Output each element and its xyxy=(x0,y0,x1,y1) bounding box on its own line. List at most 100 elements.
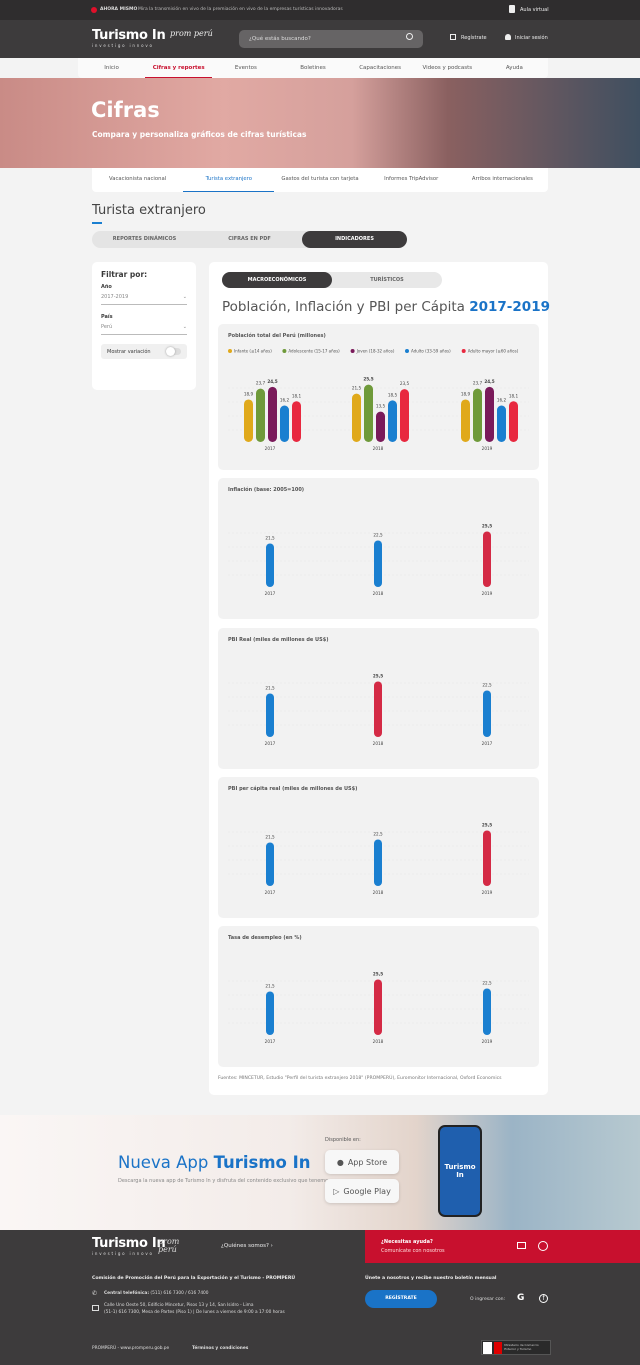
chart-title: PBI Real (miles de millones de US$) xyxy=(228,637,329,643)
chevron-down-icon: ⌄ xyxy=(182,294,187,300)
tab-arribos[interactable]: Arribos internacionales xyxy=(471,176,533,182)
bar xyxy=(483,988,491,1035)
legend-dot xyxy=(282,349,287,353)
register-link[interactable]: Regístrate xyxy=(461,35,487,41)
login-link[interactable]: Iniciar sesión xyxy=(515,35,548,41)
x-tick-label: 2017 xyxy=(482,741,493,746)
bar xyxy=(374,540,382,587)
data-label: 22,5 xyxy=(482,683,492,688)
data-label: 18,9 xyxy=(461,391,471,396)
chart-inflacion: Inflación (base: 2005=100) 21,5 2017 22,5 20… xyxy=(218,478,539,619)
data-label: 21,5 xyxy=(265,835,275,840)
bar xyxy=(266,543,274,587)
app-store-button[interactable]: ● App Store xyxy=(325,1150,399,1174)
tab-turista-extranjero[interactable]: Turista extranjero xyxy=(183,168,275,192)
chart-pbi-real: PBI Real (miles de millones de US$) 21,5 2… xyxy=(218,628,539,769)
segment-indicadores[interactable]: INDICADORES xyxy=(302,231,407,248)
x-tick-label: 2019 xyxy=(482,446,493,451)
variation-label: Mostrar variación xyxy=(107,348,151,355)
nav-eventos[interactable]: Eventos xyxy=(234,65,257,71)
variation-toggle[interactable] xyxy=(166,347,181,356)
footer-body: Comisión de Promoción del Perú para la E… xyxy=(0,1263,640,1365)
legend-label: Joven (18-32 años) xyxy=(356,349,395,354)
toggle-macro[interactable]: MACROECONÓMICOS xyxy=(222,272,332,288)
banner-desc: Descarga la nueva app de Turismo In y di… xyxy=(118,1178,328,1184)
chart-poblacion: Población total del Perú (millones) Infan… xyxy=(218,324,539,470)
page-title: Turista extranjero xyxy=(92,203,206,218)
nav-inicio[interactable]: Inicio xyxy=(104,65,119,71)
nav-cifras[interactable]: Cifras y reportes xyxy=(145,58,213,78)
phone-icon: ✆ xyxy=(92,1290,98,1297)
edit-icon xyxy=(450,34,456,40)
mail-icon[interactable] xyxy=(517,1242,526,1249)
x-tick-label: 2018 xyxy=(373,591,384,596)
address-2: (51-1) 616 7300, Mesa de Partes (Piso 1)… xyxy=(104,1310,285,1315)
aula-virtual-link[interactable]: Aula virtual xyxy=(520,7,549,13)
bar xyxy=(485,386,494,442)
available-label: Disponible en: xyxy=(325,1137,361,1143)
bar xyxy=(483,830,491,886)
live-text[interactable]: Mira la transmisión en vivo de la premia… xyxy=(138,7,343,12)
bar xyxy=(352,393,361,442)
google-icon[interactable]: G xyxy=(517,1293,525,1303)
nav-ayuda[interactable]: Ayuda xyxy=(505,65,523,71)
site-link[interactable]: PROMPERÚ - www.promperu.gob.pe xyxy=(92,1346,170,1351)
data-label: 22,5 xyxy=(482,981,492,986)
bar xyxy=(266,693,274,737)
hero-banner: Cifras Compara y personaliza gráficos de… xyxy=(0,78,640,168)
phone-mockup: Turismo In xyxy=(438,1125,482,1217)
app-banner: Nueva App Turismo In Descarga la nueva a… xyxy=(0,1115,640,1230)
chart-desempleo: Tasa de desempleo (en %) 21,5 2017 25,5 2018… xyxy=(218,926,539,1067)
data-label: 23,7 xyxy=(473,381,483,386)
nav-videos[interactable]: Videos y podcasts xyxy=(422,65,473,71)
data-label: 21,5 xyxy=(265,984,275,989)
tab-tripadvisor[interactable]: Informes TripAdvisor xyxy=(384,176,439,182)
google-play-button[interactable]: ▷ Google Play xyxy=(325,1179,399,1203)
main-nav: Inicio Cifras y reportes Eventos Boletin… xyxy=(78,58,548,78)
hero-title: Cifras xyxy=(91,98,160,122)
search-input[interactable]: ¿Qué estás buscando? xyxy=(239,30,423,48)
legend-label: Infante (≤14 años) xyxy=(234,349,272,354)
segment-cifras-pdf[interactable]: CIFRAS EN PDF xyxy=(228,236,271,242)
or-login-label: O ingresar con: xyxy=(470,1297,506,1302)
data-label: 21,5 xyxy=(265,686,275,691)
book-icon xyxy=(509,5,515,13)
x-tick-label: 2018 xyxy=(373,446,384,451)
about-link[interactable]: ¿Quiénes somos? › xyxy=(221,1243,273,1249)
data-label: 16,2 xyxy=(497,398,507,403)
data-label: 25,5 xyxy=(482,823,492,828)
section-heading: Población, Inflación y PBI per Cápita 20… xyxy=(222,299,550,315)
sources-note: Fuentes: MINCETUR, Estudio "Perfil del t… xyxy=(218,1076,502,1081)
title-underline xyxy=(92,222,102,224)
live-label: AHORA MISMO xyxy=(100,7,138,12)
facebook-icon[interactable]: f xyxy=(539,1294,548,1303)
turismo-in-logo[interactable]: Turismo In investigo innovo xyxy=(92,28,166,48)
segment-reportes[interactable]: REPORTES DINÁMICOS xyxy=(112,236,177,242)
year-select[interactable]: 2017-2019 ⌄ xyxy=(101,290,187,305)
data-label: 18,5 xyxy=(388,392,398,397)
footer-logo: Turismo In investigo innovo xyxy=(92,1236,166,1256)
bar xyxy=(388,400,397,442)
data-label: 22,5 xyxy=(373,533,383,538)
country-label: País xyxy=(101,314,113,320)
chart-title: PBI per cápita real (miles de millones d… xyxy=(228,786,358,792)
search-icon[interactable] xyxy=(406,33,413,40)
legend-dot xyxy=(350,349,355,353)
toggle-turisticos[interactable]: TURÍSTICOS xyxy=(370,277,404,283)
nav-capacitaciones[interactable]: Capacitaciones xyxy=(359,65,402,71)
register-button[interactable]: REGÍSTRATE xyxy=(365,1290,437,1308)
nav-boletines[interactable]: Boletines xyxy=(300,65,326,71)
tab-vacacionista[interactable]: Vacacionista nacional xyxy=(109,176,167,182)
tab-gastos[interactable]: Gastos del turista con tarjeta xyxy=(281,176,359,182)
chart-svg: Infante (≤14 años) Adolescente (15-17 año… xyxy=(228,349,529,451)
chevron-down-icon: ⌄ xyxy=(182,324,187,330)
x-tick-label: 2017 xyxy=(265,890,276,895)
whatsapp-icon[interactable] xyxy=(538,1241,548,1251)
help-box[interactable]: ¿Necesitas ayuda? Comunícate con nosotro… xyxy=(365,1230,640,1263)
header: Turismo In investigo innovo prom perú xyxy=(0,20,640,58)
terms-link[interactable]: Términos y condiciones xyxy=(192,1346,249,1351)
bar xyxy=(280,405,289,442)
country-select[interactable]: Perú ⌄ xyxy=(101,320,187,335)
data-label: 21,5 xyxy=(265,536,275,541)
top-bar: AHORA MISMO Mira la transmisión en vivo … xyxy=(0,0,640,20)
